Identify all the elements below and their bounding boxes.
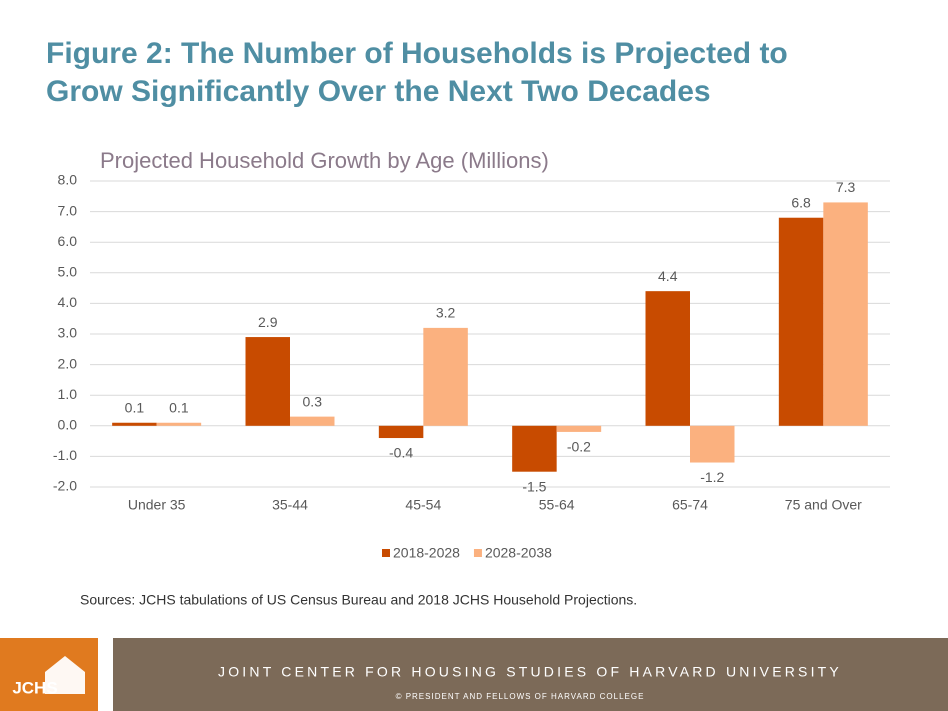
bar xyxy=(645,291,690,426)
chart-title: Projected Household Growth by Age (Milli… xyxy=(100,148,549,173)
y-tick-label: 4.0 xyxy=(58,294,78,310)
bar xyxy=(556,425,602,432)
x-tick-label: 45-54 xyxy=(405,497,441,513)
y-tick-label: 8.0 xyxy=(58,172,78,188)
bar xyxy=(245,337,290,426)
x-tick-label: 75 and Over xyxy=(785,497,862,513)
logo-text: JCHS xyxy=(12,678,57,697)
logo-house xyxy=(45,656,85,694)
value-label: 7.3 xyxy=(836,179,856,195)
bar xyxy=(823,202,868,426)
bar xyxy=(423,327,468,426)
slide-title: Grow Significantly Over the Next Two Dec… xyxy=(46,75,711,108)
x-tick-label: 65-74 xyxy=(672,497,708,513)
y-tick-label: 0.0 xyxy=(58,417,78,433)
value-label: -1.5 xyxy=(522,478,546,494)
bar xyxy=(156,422,202,426)
x-tick-label: 35-44 xyxy=(272,497,308,513)
y-tick-label: -1.0 xyxy=(53,447,77,463)
bar xyxy=(512,425,557,472)
footer-copyright: © PRESIDENT AND FELLOWS OF HARVARD COLLE… xyxy=(396,692,645,701)
legend-label: 2018-2028 xyxy=(393,545,460,561)
value-label: -0.2 xyxy=(567,439,591,455)
value-label: 4.4 xyxy=(658,268,678,284)
y-tick-label: 6.0 xyxy=(58,233,78,249)
plot: -2.0 -1.0 0.0 1.0 2.0 3.0 4.0 5.0 6.0 7.0 8.0 Under… xyxy=(53,172,890,561)
bar xyxy=(778,217,824,426)
value-label: 0.1 xyxy=(169,399,189,415)
legend-swatch xyxy=(382,549,390,557)
value-label: 2.9 xyxy=(258,314,278,330)
legend-label: 2028-2038 xyxy=(485,545,552,561)
bar xyxy=(378,425,424,439)
x-tick-label: 55-64 xyxy=(539,497,575,513)
y-tick-label: 2.0 xyxy=(58,355,78,371)
y-tick-label: -2.0 xyxy=(53,478,77,494)
y-tick-label: 3.0 xyxy=(58,325,78,341)
bar xyxy=(112,422,157,426)
x-tick-label: Under 35 xyxy=(128,497,186,513)
value-label: -0.4 xyxy=(389,445,413,461)
y-tick-label: 1.0 xyxy=(58,386,78,402)
slide-title: Figure 2: The Number of Households is Pr… xyxy=(46,37,788,70)
value-label: -1.2 xyxy=(700,469,724,485)
footer-bar xyxy=(113,638,948,711)
y-tick-label: 5.0 xyxy=(58,264,78,280)
value-label: 6.8 xyxy=(791,194,811,210)
footer-organization: JOINT CENTER FOR HOUSING STUDIES OF HARV… xyxy=(218,664,842,680)
bar xyxy=(290,416,335,426)
value-label: 3.2 xyxy=(436,305,456,321)
value-label: 0.3 xyxy=(303,393,323,409)
value-label: 0.1 xyxy=(125,399,145,415)
source-note: Sources: JCHS tabulations of US Census B… xyxy=(80,592,637,608)
y-tick-label: 7.0 xyxy=(58,202,78,218)
bar xyxy=(690,425,735,463)
legend-swatch xyxy=(473,549,482,557)
